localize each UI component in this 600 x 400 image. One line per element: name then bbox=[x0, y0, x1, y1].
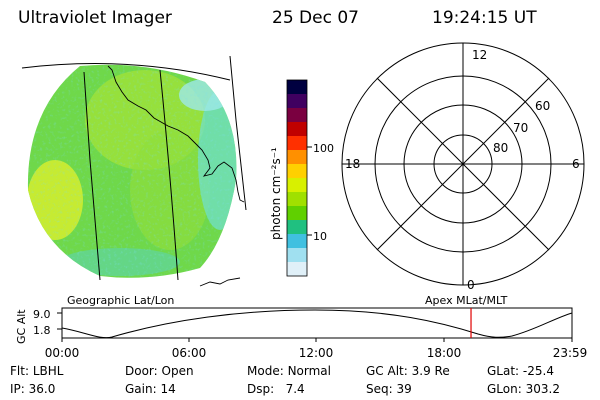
colorbar-segment bbox=[287, 164, 307, 178]
instrument-title: Ultraviolet Imager bbox=[18, 8, 172, 28]
status-flt: Flt: LBHL bbox=[10, 364, 64, 378]
colorbar-tick-100: 100 bbox=[313, 142, 334, 155]
longitude-line-3 bbox=[229, 55, 247, 211]
colorbar-segment bbox=[287, 122, 307, 136]
status-flt-value: LBHL bbox=[32, 364, 64, 378]
orbit-altitude-curve bbox=[61, 309, 573, 339]
coastline-south bbox=[199, 277, 241, 287]
colorbar-segment bbox=[287, 248, 307, 262]
coastline bbox=[107, 65, 245, 203]
status-door: Door: Open bbox=[125, 364, 194, 378]
status-mode-value: Normal bbox=[287, 364, 331, 378]
status-ip-value: 36.0 bbox=[28, 382, 56, 396]
image-panel-label: Geographic Lat/Lon bbox=[67, 294, 174, 307]
colorbar-segment bbox=[287, 136, 307, 150]
latitude-line bbox=[21, 63, 231, 81]
longitude-line-2 bbox=[159, 69, 179, 281]
colorbar-segment bbox=[287, 234, 307, 248]
orbit-xtick-2359: 23:59 bbox=[553, 346, 588, 360]
colorbar-segment bbox=[287, 178, 307, 192]
colorbar-segment bbox=[287, 220, 307, 234]
colorbar-tick-10: 10 bbox=[313, 230, 327, 243]
status-gc-alt-value: 3.9 Re bbox=[411, 364, 450, 378]
orbit-ytick-1.8: 1.8 bbox=[33, 324, 51, 337]
status-glon-value: 303.2 bbox=[525, 382, 560, 396]
colorbar-segment bbox=[287, 150, 307, 164]
mlat-label-80: 80 bbox=[493, 141, 508, 155]
orbit-xtick-1800: 18:00 bbox=[427, 346, 462, 360]
longitude-line-1 bbox=[83, 71, 101, 281]
polar-plot bbox=[341, 42, 585, 286]
polar-panel-label: Apex MLat/MLT bbox=[425, 294, 508, 307]
status-gc-alt: GC Alt: 3.9 Re bbox=[366, 364, 450, 378]
orbit-ytick-9: 9.0 bbox=[33, 308, 51, 321]
status-seq-value: 39 bbox=[396, 382, 412, 396]
mlat-label-70: 70 bbox=[513, 121, 528, 135]
observation-time: 19:24:15 UT bbox=[432, 8, 537, 28]
colorbar-segment bbox=[287, 192, 307, 206]
mlt-label-0: 0 bbox=[467, 278, 475, 292]
colorbar-segment bbox=[287, 108, 307, 122]
status-seq: Seq: 39 bbox=[366, 382, 412, 396]
geographic-grid bbox=[21, 55, 247, 281]
orbit-y-axis-label: GC Alt bbox=[15, 309, 28, 344]
status-gain: Gain: 14 bbox=[125, 382, 176, 396]
colorbar-segment bbox=[287, 94, 307, 108]
orbit-plot: 9.0 1.8 GC Alt 00:00 06:00 12:00 18:00 2… bbox=[15, 307, 588, 360]
orbit-xtick-0000: 00:00 bbox=[45, 346, 80, 360]
orbit-xtick-1200: 12:00 bbox=[299, 346, 334, 360]
mlt-label-18: 18 bbox=[345, 157, 360, 171]
colorbar-segment bbox=[287, 80, 307, 94]
status-ip: IP: 36.0 bbox=[10, 382, 56, 396]
status-glat-value: -25.4 bbox=[522, 364, 554, 378]
observation-date: 25 Dec 07 bbox=[272, 8, 359, 28]
status-door-value: Open bbox=[161, 364, 194, 378]
orbit-xtick-0600: 06:00 bbox=[172, 346, 207, 360]
colorbar: 100 10 photon cm⁻²s⁻¹ bbox=[269, 79, 334, 277]
mlat-label-60: 60 bbox=[535, 99, 550, 113]
status-dsp: Dsp: 7.4 bbox=[247, 382, 305, 396]
mlt-label-6: 6 bbox=[572, 157, 580, 171]
uv-image bbox=[27, 64, 237, 278]
status-dsp-value: 7.4 bbox=[285, 382, 305, 396]
colorbar-segment bbox=[287, 206, 307, 220]
mlt-label-12: 12 bbox=[472, 48, 487, 62]
status-gain-value: 14 bbox=[160, 382, 176, 396]
orbit-plot-frame bbox=[61, 307, 573, 339]
status-glat: GLat: -25.4 bbox=[487, 364, 554, 378]
colorbar-segment bbox=[287, 262, 307, 276]
colorbar-unit-label: photon cm⁻²s⁻¹ bbox=[269, 147, 283, 240]
polar-labels: 12 6 0 18 60 70 80 bbox=[345, 48, 580, 292]
status-glon: GLon: 303.2 bbox=[487, 382, 560, 396]
status-mode: Mode: Normal bbox=[247, 364, 331, 378]
